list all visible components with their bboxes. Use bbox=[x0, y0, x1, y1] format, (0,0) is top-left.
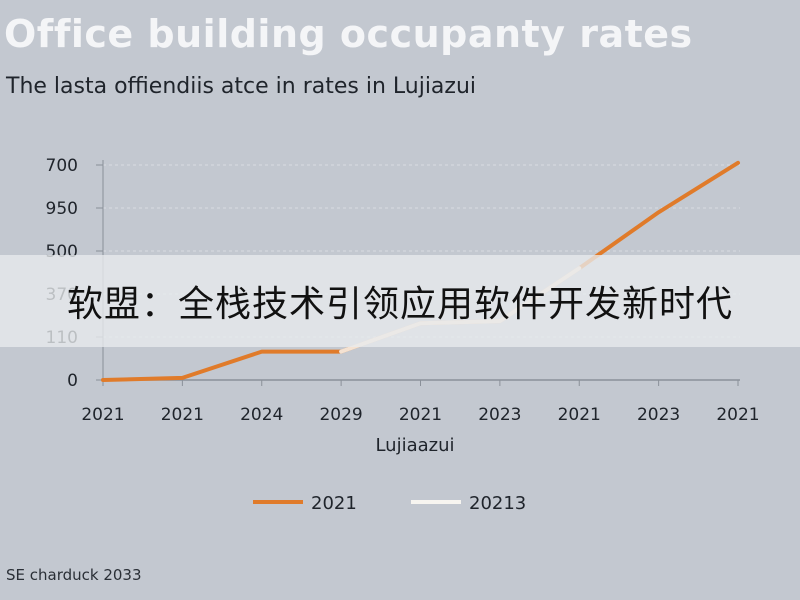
banner-text: 软盟：全栈技术引领应用软件开发新时代 bbox=[66, 284, 733, 325]
x-tick-label-5: 2023 bbox=[478, 405, 521, 425]
chart-title: Office building occupanty rates bbox=[4, 12, 693, 56]
x-tick-label-8: 2021 bbox=[716, 405, 759, 425]
x-tick-label-4: 2021 bbox=[399, 405, 442, 425]
y-tick-label-0: 0 bbox=[67, 371, 78, 391]
x-tick-label-1: 2021 bbox=[161, 405, 204, 425]
x-tick-label-6: 2021 bbox=[558, 405, 601, 425]
x-tick-label-0: 2021 bbox=[81, 405, 124, 425]
legend-label-0: 2021 bbox=[311, 493, 357, 514]
x-tick-label-3: 2029 bbox=[319, 405, 362, 425]
x-axis: 2021 2021 2024 2029 2021 2023 2021 2023 2021 bbox=[81, 380, 760, 425]
y-tick-label-5: 700 bbox=[46, 156, 78, 176]
x-tick-label-7: 2023 bbox=[637, 405, 680, 425]
overlay-banner: 软盟：全栈技术引领应用软件开发新时代 bbox=[0, 255, 800, 347]
x-tick-label-2: 2024 bbox=[240, 405, 283, 425]
chart-subtitle: The lasta offiendiis atce in rates in Lu… bbox=[6, 74, 477, 99]
legend: 2021 20213 bbox=[253, 493, 526, 514]
x-axis-label: Lujiaazui bbox=[375, 435, 454, 456]
legend-label-1: 20213 bbox=[469, 493, 526, 514]
source-note: SE charduck 2033 bbox=[6, 566, 142, 584]
y-tick-label-4: 950 bbox=[46, 199, 78, 219]
